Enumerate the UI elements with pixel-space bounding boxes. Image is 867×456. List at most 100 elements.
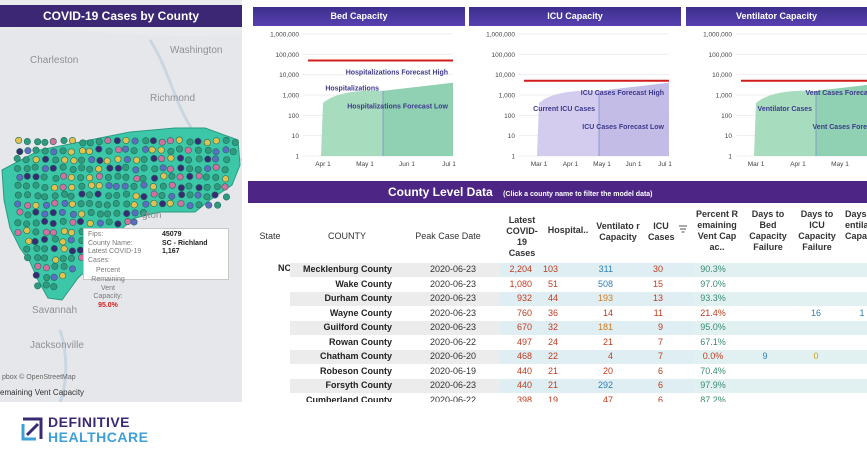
county-dot[interactable] (112, 199, 120, 207)
county-dot[interactable] (59, 238, 67, 246)
ventilator-capacity-chart[interactable]: Ventilator Capacity 1,000,000 100,000 10,0… (686, 7, 867, 179)
county-dot[interactable] (14, 181, 22, 189)
county-dot[interactable] (13, 155, 21, 163)
county-dot[interactable] (59, 272, 67, 280)
county-dot[interactable] (194, 137, 202, 145)
county-dot[interactable] (58, 208, 66, 216)
county-dot[interactable] (68, 183, 76, 191)
county-dot[interactable] (177, 154, 185, 162)
county-dot[interactable] (113, 137, 121, 145)
cell-county[interactable]: Robeson County (320, 365, 392, 376)
county-dot[interactable] (168, 181, 176, 189)
county-dot[interactable] (78, 164, 86, 172)
county-dot[interactable] (140, 155, 148, 163)
county-dot[interactable] (133, 175, 141, 183)
county-dot[interactable] (61, 199, 69, 207)
county-dot[interactable] (122, 163, 130, 171)
county-dot[interactable] (41, 245, 49, 253)
county-dot[interactable] (150, 190, 158, 198)
county-dot[interactable] (86, 174, 94, 182)
county-dot[interactable] (223, 156, 231, 164)
county-dot[interactable] (34, 254, 42, 262)
table-row[interactable]: Rowan County 2020-06-22 497 24 21 7 67.1% (248, 336, 867, 350)
county-dot[interactable] (114, 172, 122, 180)
county-dot[interactable] (32, 156, 40, 164)
table-row[interactable]: Chatham County 2020-06-20 468 22 4 7 0.0% 9 0 (248, 350, 867, 364)
county-dot[interactable] (86, 219, 94, 227)
county-dot[interactable] (41, 210, 49, 218)
county-dot[interactable] (42, 155, 50, 163)
county-dot[interactable] (139, 209, 147, 217)
county-dot[interactable] (175, 145, 183, 153)
county-dot[interactable] (14, 191, 22, 199)
county-dot[interactable] (49, 164, 57, 172)
county-dot[interactable] (32, 219, 40, 227)
county-dot[interactable] (69, 210, 77, 218)
county-dot[interactable] (67, 236, 75, 244)
county-dot[interactable] (34, 138, 42, 146)
county-dot[interactable] (79, 147, 87, 155)
county-dot[interactable] (185, 156, 193, 164)
county-dot[interactable] (32, 146, 40, 154)
county-dot[interactable] (15, 136, 23, 144)
county-dot[interactable] (104, 173, 112, 181)
county-map-panel[interactable]: COVID-19 Cases by County Charleston Wash… (0, 0, 242, 402)
county-dot[interactable] (177, 200, 185, 208)
county-dot[interactable] (51, 262, 59, 270)
county-dot[interactable] (203, 183, 211, 191)
county-dot[interactable] (23, 245, 31, 253)
county-dot[interactable] (177, 184, 185, 192)
county-dot[interactable] (202, 173, 210, 181)
county-dot[interactable] (77, 156, 85, 164)
state-cell[interactable]: NC (278, 263, 291, 273)
county-dot[interactable] (16, 208, 24, 216)
county-dot[interactable] (96, 210, 104, 218)
col-header-icu[interactable]: ICU Cases (648, 221, 675, 242)
county-dot[interactable] (50, 148, 58, 156)
county-dot[interactable] (214, 201, 222, 209)
county-dot[interactable] (43, 274, 51, 282)
county-dot[interactable] (68, 265, 76, 273)
county-dot[interactable] (132, 192, 140, 200)
county-dot[interactable] (70, 157, 78, 165)
county-dot[interactable] (79, 139, 87, 147)
county-dot[interactable] (88, 181, 96, 189)
county-dot[interactable] (231, 139, 239, 147)
county-dot[interactable] (77, 174, 85, 182)
county-dot[interactable] (41, 147, 49, 155)
table-row[interactable]: Wake County 2020-06-23 1,080 51 508 15 97.0% (248, 278, 867, 292)
county-dot[interactable] (103, 157, 111, 165)
county-dot[interactable] (68, 247, 76, 255)
county-dot[interactable] (60, 245, 68, 253)
county-dot[interactable] (60, 136, 68, 144)
county-dot[interactable] (149, 183, 157, 191)
county-dot[interactable] (221, 183, 229, 191)
county-dot[interactable] (95, 145, 103, 153)
county-dot[interactable] (140, 181, 148, 189)
county-dot[interactable] (24, 254, 32, 262)
county-dot[interactable] (150, 154, 158, 162)
col-header-days-bed[interactable]: Days to Bed Capacity Failure (749, 209, 787, 252)
county-dot[interactable] (142, 145, 150, 153)
county-dot[interactable] (139, 175, 147, 183)
county-dot[interactable] (151, 165, 159, 173)
county-dot[interactable] (61, 190, 69, 198)
county-dot[interactable] (86, 165, 94, 173)
county-dot[interactable] (60, 227, 68, 235)
county-dot[interactable] (115, 146, 123, 154)
county-dot[interactable] (24, 211, 32, 219)
county-dot[interactable] (204, 155, 212, 163)
county-dot[interactable] (32, 271, 40, 279)
county-dot[interactable] (14, 229, 22, 237)
county-dot[interactable] (41, 183, 49, 191)
county-dot[interactable] (85, 147, 93, 155)
county-dot[interactable] (168, 192, 176, 200)
cell-county[interactable]: Mecklenburg County (302, 264, 392, 274)
county-dot[interactable] (68, 137, 76, 145)
county-dot[interactable] (194, 191, 202, 199)
county-dot[interactable] (178, 191, 186, 199)
county-map[interactable] (0, 0, 242, 402)
county-dot[interactable] (211, 191, 219, 199)
county-dot[interactable] (140, 193, 148, 201)
county-dot[interactable] (124, 218, 132, 226)
